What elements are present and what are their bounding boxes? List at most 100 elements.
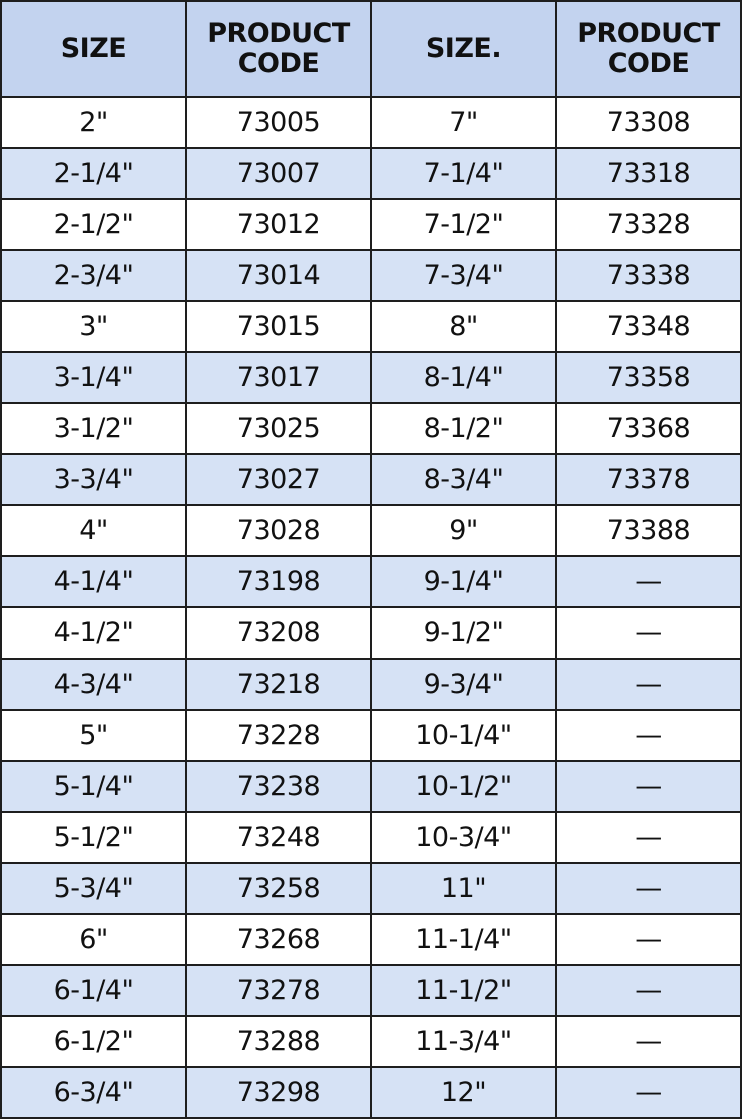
cell-product-code: 73308 [555,95,742,150]
table-row: 3-3/4" 73027 8-3/4" 73378 [0,453,742,507]
cell-size: 5-3/4" [0,861,187,915]
cell-size: 4-1/2" [0,606,187,660]
cell-product-code: 73007 [185,147,372,201]
cell-product-code: 73328 [555,198,742,252]
cell-size: 6-1/2" [0,1014,187,1068]
cell-product-code: — [555,861,742,915]
column-header-size: SIZE. [370,0,557,98]
cell-product-code: — [555,810,742,864]
cell-product-code: 73017 [185,351,372,405]
cell-size: 11" [370,861,557,915]
cell-size: 10-1/2" [370,759,557,813]
table-row: 4-1/2" 73208 9-1/2" — [0,606,742,660]
cell-product-code: 73198 [185,555,372,609]
cell-product-code: 73278 [185,963,372,1017]
table-row: 2-1/4" 73007 7-1/4" 73318 [0,147,742,201]
table-row: 6-1/4" 73278 11-1/2" — [0,963,742,1017]
cell-size: 11-1/2" [370,963,557,1017]
header-text: PRODUCT [207,18,350,49]
cell-product-code: 73012 [185,198,372,252]
cell-size: 6-1/4" [0,963,187,1017]
cell-product-code: 73238 [185,759,372,813]
cell-product-code: 73218 [185,657,372,711]
cell-size: 12" [370,1065,557,1119]
cell-size: 9-1/2" [370,606,557,660]
header-text: CODE [607,48,690,79]
cell-product-code: — [555,657,742,711]
cell-size: 8-1/2" [370,402,557,456]
cell-size: 9-3/4" [370,657,557,711]
cell-product-code: — [555,555,742,609]
cell-size: 3" [0,300,187,354]
cell-size: 10-3/4" [370,810,557,864]
table-row: 2-1/2" 73012 7-1/2" 73328 [0,198,742,252]
table-row: 4-3/4" 73218 9-3/4" — [0,657,742,711]
cell-product-code: — [555,759,742,813]
cell-product-code: 73228 [185,708,372,762]
table-row: 5-1/4" 73238 10-1/2" — [0,759,742,813]
cell-size: 11-3/4" [370,1014,557,1068]
cell-product-code: 73258 [185,861,372,915]
cell-product-code: 73248 [185,810,372,864]
cell-product-code: — [555,1014,742,1068]
cell-product-code: 73268 [185,912,372,966]
column-header-product-code: PRODUCT CODE [185,0,372,98]
cell-product-code: 73025 [185,402,372,456]
cell-product-code: — [555,708,742,762]
cell-product-code: 73348 [555,300,742,354]
header-text: SIZE [60,33,127,64]
cell-product-code: — [555,606,742,660]
table-row: 3-1/4" 73017 8-1/4" 73358 [0,351,742,405]
cell-size: 2" [0,95,187,150]
cell-product-code: 73338 [555,249,742,303]
table-row: 6" 73268 11-1/4" — [0,912,742,966]
cell-product-code: 73388 [555,504,742,558]
column-header-product-code: PRODUCT CODE [555,0,742,98]
cell-product-code: — [555,912,742,966]
cell-product-code: 73005 [185,95,372,150]
table-row: 5-3/4" 73258 11" — [0,861,742,915]
cell-size: 10-1/4" [370,708,557,762]
cell-product-code: 73014 [185,249,372,303]
table-row: 3-1/2" 73025 8-1/2" 73368 [0,402,742,456]
table-row: 6-1/2" 73288 11-3/4" — [0,1014,742,1068]
cell-size: 2-1/2" [0,198,187,252]
table-row: 4-1/4" 73198 9-1/4" — [0,555,742,609]
cell-product-code: — [555,963,742,1017]
cell-product-code: 73208 [185,606,372,660]
cell-size: 7-1/4" [370,147,557,201]
cell-size: 4-1/4" [0,555,187,609]
cell-product-code: 73368 [555,402,742,456]
cell-size: 9" [370,504,557,558]
cell-size: 8-1/4" [370,351,557,405]
header-text: SIZE. [425,33,502,64]
cell-size: 5-1/4" [0,759,187,813]
cell-size: 8-3/4" [370,453,557,507]
cell-size: 4-3/4" [0,657,187,711]
table-row: 2-3/4" 73014 7-3/4" 73338 [0,249,742,303]
cell-size: 3-1/2" [0,402,187,456]
cell-product-code: — [555,1065,742,1119]
cell-product-code: 73028 [185,504,372,558]
cell-product-code: 73378 [555,453,742,507]
cell-size: 9-1/4" [370,555,557,609]
cell-size: 6" [0,912,187,966]
cell-size: 2-1/4" [0,147,187,201]
header-text: PRODUCT [577,18,720,49]
column-header-size: SIZE [0,0,187,98]
table-row: 4" 73028 9" 73388 [0,504,742,558]
header-text: CODE [237,48,320,79]
cell-size: 8" [370,300,557,354]
cell-size: 3-1/4" [0,351,187,405]
cell-size: 7-1/2" [370,198,557,252]
cell-product-code: 73288 [185,1014,372,1068]
cell-size: 4" [0,504,187,558]
cell-size: 7-3/4" [370,249,557,303]
cell-size: 5" [0,708,187,762]
cell-size: 2-3/4" [0,249,187,303]
cell-product-code: 73027 [185,453,372,507]
cell-size: 6-3/4" [0,1065,187,1119]
header-row: SIZE PRODUCT CODE SIZE. PRODUCT CODE [0,0,742,98]
table-row: 3" 73015 8" 73348 [0,300,742,354]
